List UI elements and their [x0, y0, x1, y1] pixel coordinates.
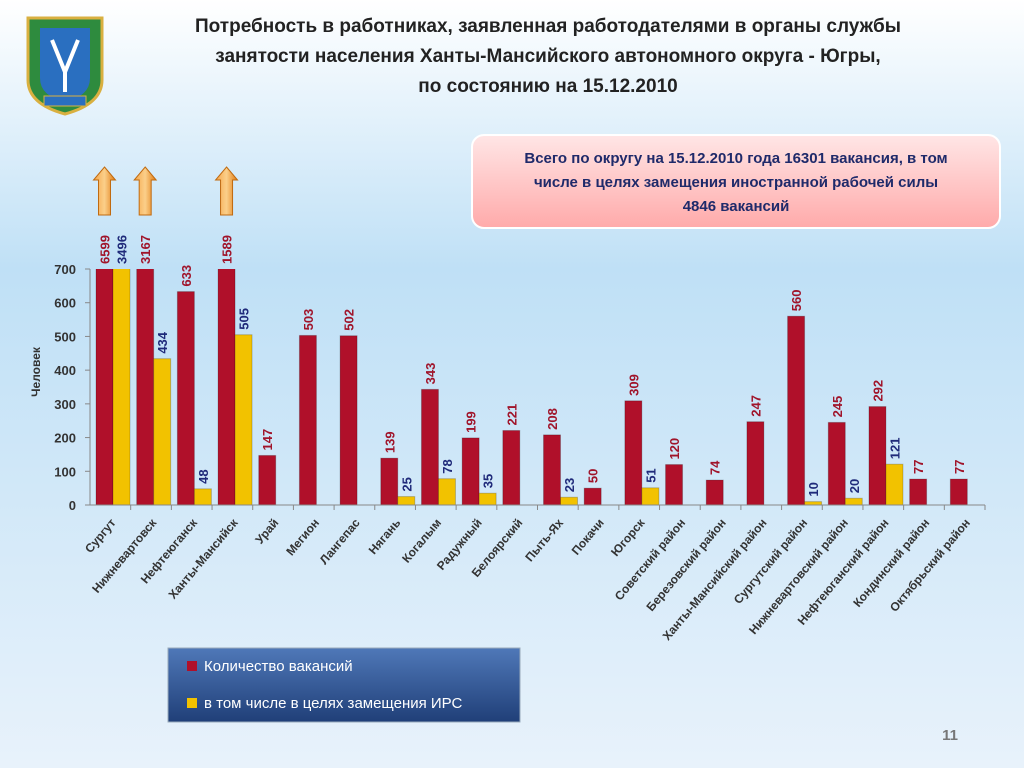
- y-tick-label: 200: [54, 431, 76, 446]
- annotation-box: [471, 134, 1001, 229]
- bar: [560, 496, 578, 505]
- value-label: 560: [789, 289, 804, 311]
- legend-label: в том числе в целях замещения ИРС: [204, 695, 463, 712]
- value-label: 78: [440, 459, 455, 473]
- value-label: 199: [464, 411, 479, 433]
- bar: [380, 457, 399, 505]
- title-line: Потребность в работниках, заявленная раб…: [195, 16, 901, 37]
- value-label: 633: [179, 265, 194, 287]
- y-tick-label: 600: [54, 296, 76, 311]
- bar: [258, 454, 277, 505]
- value-label: 3167: [138, 235, 153, 264]
- value-label: 221: [504, 404, 519, 426]
- value-label: 343: [423, 363, 438, 385]
- bar: [844, 497, 863, 505]
- value-label: 247: [748, 395, 763, 417]
- bar: [478, 492, 497, 505]
- y-tick-label: 300: [54, 397, 76, 412]
- legend-label: Количество вакансий: [204, 658, 353, 675]
- bar: [502, 429, 521, 505]
- bar: [420, 388, 439, 505]
- value-label: 6599: [98, 235, 113, 264]
- value-label: 23: [562, 478, 577, 492]
- title-line: занятости населения Ханты-Мансийского ав…: [215, 46, 880, 67]
- bar: [705, 479, 724, 505]
- y-tick-label: 400: [54, 363, 76, 378]
- plot-area: [95, 269, 968, 505]
- bar: [787, 315, 806, 505]
- bar: [339, 335, 358, 505]
- emblem: [26, 16, 104, 116]
- bar: [437, 478, 456, 505]
- value-label: 50: [586, 469, 601, 483]
- y-tick-label: 0: [69, 498, 76, 513]
- value-label: 245: [830, 396, 845, 418]
- y-tick-label: 700: [54, 262, 76, 277]
- bar: [868, 406, 887, 505]
- value-label: 10: [806, 482, 821, 496]
- value-label: 292: [870, 380, 885, 402]
- value-label: 502: [342, 309, 357, 331]
- value-label: 74: [708, 460, 723, 475]
- legend: [167, 647, 521, 723]
- annotation-line: Всего по округу на 15.12.2010 года 16301…: [524, 150, 947, 167]
- bar: [461, 437, 480, 505]
- value-label: 208: [545, 408, 560, 430]
- value-label: 48: [196, 469, 211, 483]
- page-number: 11: [942, 727, 958, 744]
- value-label: 3496: [115, 235, 130, 264]
- bar: [909, 478, 928, 505]
- value-label: 77: [911, 460, 926, 474]
- value-label: 1589: [220, 235, 235, 264]
- bar: [746, 421, 765, 505]
- bar: [95, 269, 114, 505]
- bar: [193, 488, 212, 505]
- bar: [234, 334, 253, 505]
- value-label: 121: [887, 438, 902, 460]
- value-label: 20: [847, 479, 862, 493]
- overflow-arrow: [214, 166, 239, 216]
- value-label: 35: [481, 474, 496, 488]
- bar: [543, 434, 561, 505]
- bar: [583, 487, 602, 505]
- value-label: 309: [626, 374, 641, 396]
- value-label: 77: [952, 460, 967, 474]
- legend-swatch: [187, 698, 197, 708]
- bar: [136, 269, 155, 505]
- bar: [665, 464, 684, 505]
- value-label: 147: [260, 429, 275, 451]
- bar: [641, 487, 660, 505]
- value-label: 51: [643, 468, 658, 482]
- legend-swatch: [187, 661, 197, 671]
- value-label: 505: [237, 308, 252, 330]
- y-tick-label: 500: [54, 329, 76, 344]
- bar: [298, 334, 317, 505]
- y-axis-label: Человек: [29, 346, 43, 397]
- bar: [112, 269, 131, 505]
- bar: [176, 291, 195, 505]
- bar: [827, 421, 846, 505]
- overflow-arrow: [133, 166, 158, 216]
- bar: [804, 501, 823, 505]
- annotation-line: числе в целях замещения иностранной рабо…: [534, 174, 938, 191]
- y-tick-label: 100: [54, 464, 76, 479]
- annotation-line: 4846 вакансий: [683, 198, 790, 215]
- bar: [153, 358, 172, 505]
- value-label: 434: [155, 331, 170, 353]
- title-line: по состоянию на 15.12.2010: [418, 76, 677, 97]
- bar: [397, 496, 416, 505]
- value-label: 139: [382, 431, 397, 453]
- bar: [885, 463, 904, 505]
- value-label: 503: [301, 309, 316, 331]
- bar: [624, 400, 643, 505]
- overflow-arrow: [92, 166, 117, 216]
- bar: [949, 478, 968, 505]
- value-label: 120: [667, 438, 682, 460]
- value-label: 25: [399, 477, 414, 491]
